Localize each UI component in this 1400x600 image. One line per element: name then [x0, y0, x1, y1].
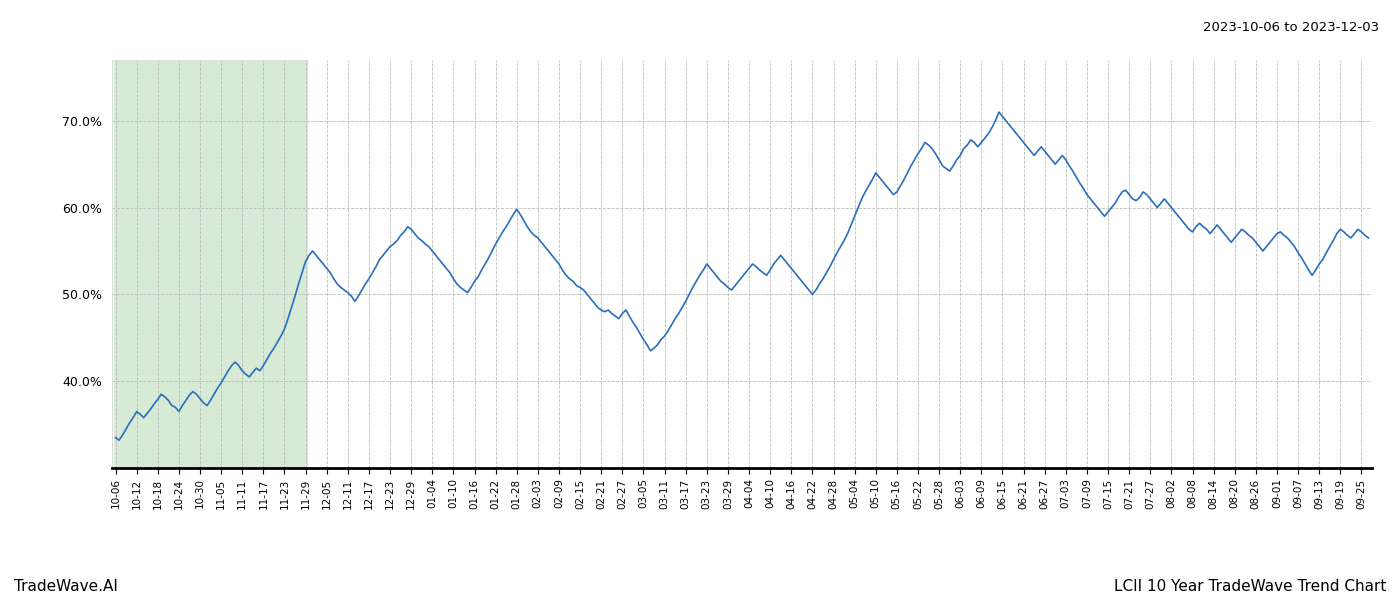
Text: TradeWave.AI: TradeWave.AI — [14, 579, 118, 594]
Text: LCII 10 Year TradeWave Trend Chart: LCII 10 Year TradeWave Trend Chart — [1113, 579, 1386, 594]
Text: 2023-10-06 to 2023-12-03: 2023-10-06 to 2023-12-03 — [1203, 21, 1379, 34]
Bar — [113, 60, 308, 468]
